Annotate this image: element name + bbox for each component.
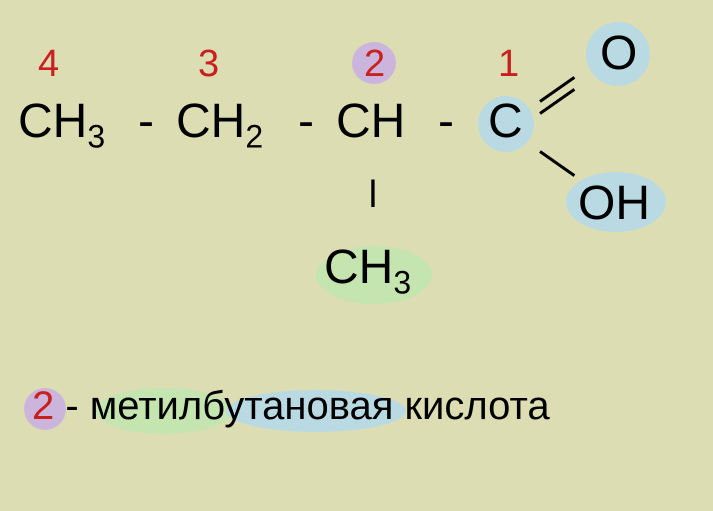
bond-2: -: [298, 94, 314, 149]
name-butan: бутан: [202, 384, 306, 428]
name-acid: кислота: [393, 384, 549, 428]
name-methyl: метил: [90, 384, 202, 428]
oxygen-atom: O: [600, 26, 637, 81]
ch3-branch: CH3: [324, 240, 411, 302]
bond-1: -: [138, 94, 154, 149]
ch2-group: CH2: [176, 94, 263, 156]
bond-3: -: [438, 94, 454, 149]
name-position-2: 2: [32, 384, 54, 428]
compound-name: 2 - метилбутановая кислота: [32, 384, 550, 429]
name-dash: -: [54, 384, 90, 428]
ch-group: CH: [336, 94, 405, 149]
c-carboxyl: C: [488, 94, 523, 149]
ch3-group-1: CH3: [18, 94, 105, 156]
ch2-sub: 2: [245, 119, 263, 155]
carbon-number-1: 1: [498, 43, 519, 86]
ch3-branch-text: CH: [324, 241, 393, 294]
carbon-number-4: 4: [38, 43, 59, 86]
ch3-sub: 3: [87, 119, 105, 155]
carbon-number-2: 2: [364, 43, 385, 86]
carbon-number-3: 3: [198, 43, 219, 86]
hydroxyl-group: OH: [578, 176, 650, 231]
vertical-bond: ǀ: [368, 174, 378, 217]
ch2-text: CH: [176, 95, 245, 148]
ch3-branch-sub: 3: [393, 265, 411, 301]
double-bond-2: [539, 88, 575, 115]
name-ovaya: овая: [306, 384, 393, 428]
ch3-text: CH: [18, 95, 87, 148]
oh-bond: [539, 150, 575, 177]
